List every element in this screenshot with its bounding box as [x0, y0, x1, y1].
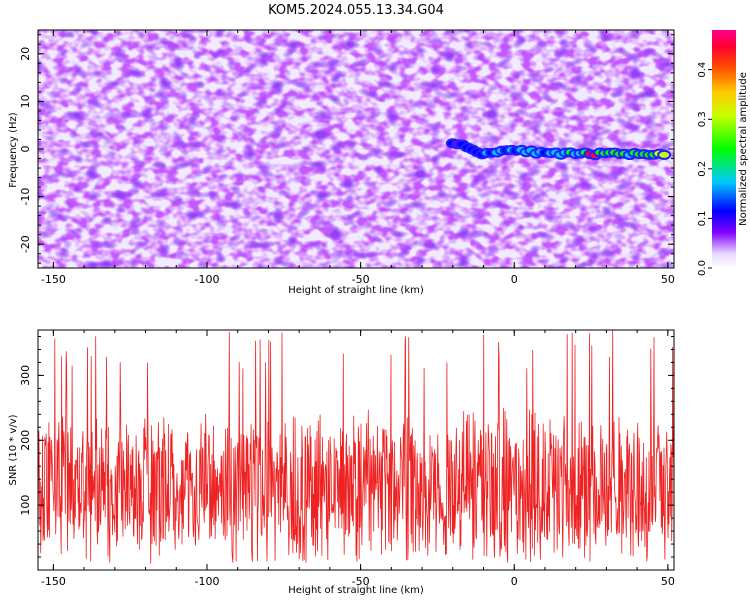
snr-panel: -150 -100 -50 0 50 100 200 300 Height of strai… [8, 329, 675, 596]
y-tick-label: -10 [19, 188, 32, 206]
y-tick-label: 200 [19, 430, 32, 451]
feature-cell [659, 151, 670, 158]
x-tick-label: 0 [511, 575, 518, 588]
colorbar-tick-label: 0.0 [697, 260, 708, 276]
snr-frame [37, 329, 675, 571]
y-tick-label: -20 [19, 235, 32, 253]
x-tick-label: 50 [661, 575, 675, 588]
x-tick-label: 0 [511, 273, 518, 286]
x-tick-label: -50 [352, 273, 370, 286]
x-tick-label: -150 [41, 273, 66, 286]
y-tick-label: 300 [19, 365, 32, 386]
chart-title: KOM5.2024.055.13.34.G04 [268, 3, 444, 18]
x-tick-label: -150 [41, 575, 66, 588]
spectrogram-y-label: Frequency (Hz) [8, 112, 19, 188]
snr-series-line [38, 330, 674, 564]
colorbar-tick-label: 0.1 [697, 210, 708, 226]
x-tick-label: -100 [195, 575, 220, 588]
x-tick-label: 50 [661, 273, 675, 286]
colorbar-ticks: 0.0 0.1 0.2 0.3 0.4 [697, 62, 712, 276]
snr-y-label: SNR (10 * v/v) [8, 414, 19, 485]
y-tick-label: 10 [19, 94, 32, 108]
snr-x-label: Height of straight line (km) [288, 585, 424, 596]
colorbar-tick-label: 0.2 [697, 161, 708, 177]
x-tick-label: -100 [195, 273, 220, 286]
spectrogram-x-ticks: -150 -100 -50 0 50 [41, 30, 675, 286]
y-tick-label: 100 [19, 495, 32, 516]
spectrogram-y-ticks: -20 -10 0 10 20 [19, 34, 674, 264]
colorbar-label: Normalized spectral amplitude [738, 72, 749, 226]
colorbar-gradient [712, 30, 736, 268]
snr-y-ticks: 100 200 300 [19, 335, 674, 571]
y-tick-label: 0 [19, 146, 32, 153]
colorbar: 0.0 0.1 0.2 0.3 0.4 Normalized spectral ampl… [697, 30, 749, 276]
colorbar-tick-label: 0.3 [697, 111, 708, 127]
y-tick-label: 20 [19, 47, 32, 61]
x-tick-label: -50 [352, 575, 370, 588]
snr-x-ticks: -150 -100 -50 0 50 [41, 330, 675, 588]
spectrogram-x-label: Height of straight line (km) [288, 285, 424, 296]
signal-feature [445, 138, 672, 161]
colorbar-tick-label: 0.4 [697, 62, 708, 78]
